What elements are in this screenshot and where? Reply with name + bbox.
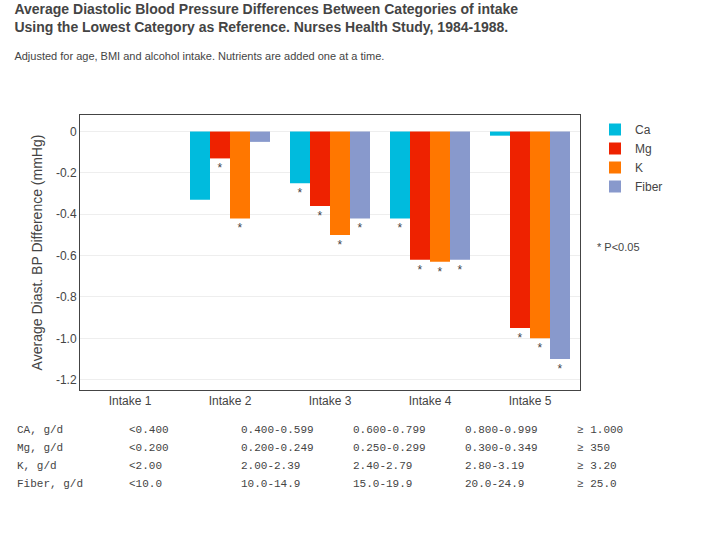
- svg-text:-0.4: -0.4: [56, 207, 77, 221]
- svg-text:K: K: [635, 161, 643, 175]
- svg-text:*: *: [458, 263, 463, 277]
- svg-text:0.250-0.299: 0.250-0.299: [353, 442, 426, 454]
- svg-text:*: *: [398, 221, 403, 235]
- svg-text:0.300-0.349: 0.300-0.349: [465, 442, 538, 454]
- svg-text:2.80-3.19: 2.80-3.19: [465, 460, 524, 472]
- svg-text:*: *: [338, 238, 343, 252]
- svg-text:<0.200: <0.200: [129, 442, 169, 454]
- svg-text:10.0-14.9: 10.0-14.9: [241, 478, 300, 490]
- svg-text:-1.0: -1.0: [56, 332, 77, 346]
- svg-text:-0.6: -0.6: [56, 249, 77, 263]
- svg-text:Intake 2: Intake 2: [209, 394, 252, 408]
- svg-text:≥ 1.000: ≥ 1.000: [577, 424, 623, 436]
- svg-text:*: *: [238, 221, 243, 235]
- svg-text:-0.2: -0.2: [56, 166, 77, 180]
- svg-text:*: *: [518, 331, 523, 345]
- svg-text:Intake 3: Intake 3: [309, 394, 352, 408]
- svg-text:0.400-0.599: 0.400-0.599: [241, 424, 314, 436]
- svg-text:*: *: [218, 161, 223, 175]
- svg-text:Intake 4: Intake 4: [409, 394, 452, 408]
- svg-text:*: *: [418, 263, 423, 277]
- svg-text:≥ 3.20: ≥ 3.20: [577, 460, 617, 472]
- svg-text:Intake 1: Intake 1: [109, 394, 152, 408]
- svg-text:0.200-0.249: 0.200-0.249: [241, 442, 314, 454]
- svg-text:*: *: [358, 221, 363, 235]
- svg-text:0: 0: [70, 125, 77, 139]
- svg-text:-1.2: -1.2: [56, 373, 77, 387]
- svg-text:<2.00: <2.00: [129, 460, 162, 472]
- svg-text:Average Diast. BP Difference (: Average Diast. BP Difference (mmHg): [29, 135, 45, 371]
- svg-text:CA, g/d: CA, g/d: [17, 424, 63, 436]
- svg-text:Ca: Ca: [635, 123, 651, 137]
- svg-text:20.0-24.9: 20.0-24.9: [465, 478, 524, 490]
- svg-text:2.40-2.79: 2.40-2.79: [353, 460, 412, 472]
- svg-text:*: *: [298, 186, 303, 200]
- svg-text:* P<0.05: * P<0.05: [597, 241, 640, 253]
- svg-text:<10.0: <10.0: [129, 478, 162, 490]
- svg-text:*: *: [538, 341, 543, 355]
- svg-text:0.800-0.999: 0.800-0.999: [465, 424, 538, 436]
- svg-text:Mg, g/d: Mg, g/d: [17, 442, 63, 454]
- svg-text:Intake 5: Intake 5: [509, 394, 552, 408]
- svg-text:Mg: Mg: [635, 142, 652, 156]
- svg-text:2.00-2.39: 2.00-2.39: [241, 460, 300, 472]
- svg-text:Fiber: Fiber: [635, 180, 662, 194]
- svg-text:≥ 25.0: ≥ 25.0: [577, 478, 617, 490]
- svg-text:<0.400: <0.400: [129, 424, 169, 436]
- svg-text:15.0-19.9: 15.0-19.9: [353, 478, 412, 490]
- svg-text:Fiber, g/d: Fiber, g/d: [17, 478, 83, 490]
- svg-text:*: *: [438, 265, 443, 279]
- svg-text:≥ 350: ≥ 350: [577, 442, 610, 454]
- svg-text:K, g/d: K, g/d: [17, 460, 57, 472]
- svg-text:Average Diastolic Blood Pressu: Average Diastolic Blood Pressure Differe…: [14, 1, 518, 35]
- svg-text:*: *: [558, 362, 563, 376]
- svg-text:-0.8: -0.8: [56, 290, 77, 304]
- svg-text:*: *: [318, 209, 323, 223]
- svg-text:Adjusted for age, BMI and alco: Adjusted for age, BMI and alcohol intake…: [14, 50, 384, 62]
- svg-text:0.600-0.799: 0.600-0.799: [353, 424, 426, 436]
